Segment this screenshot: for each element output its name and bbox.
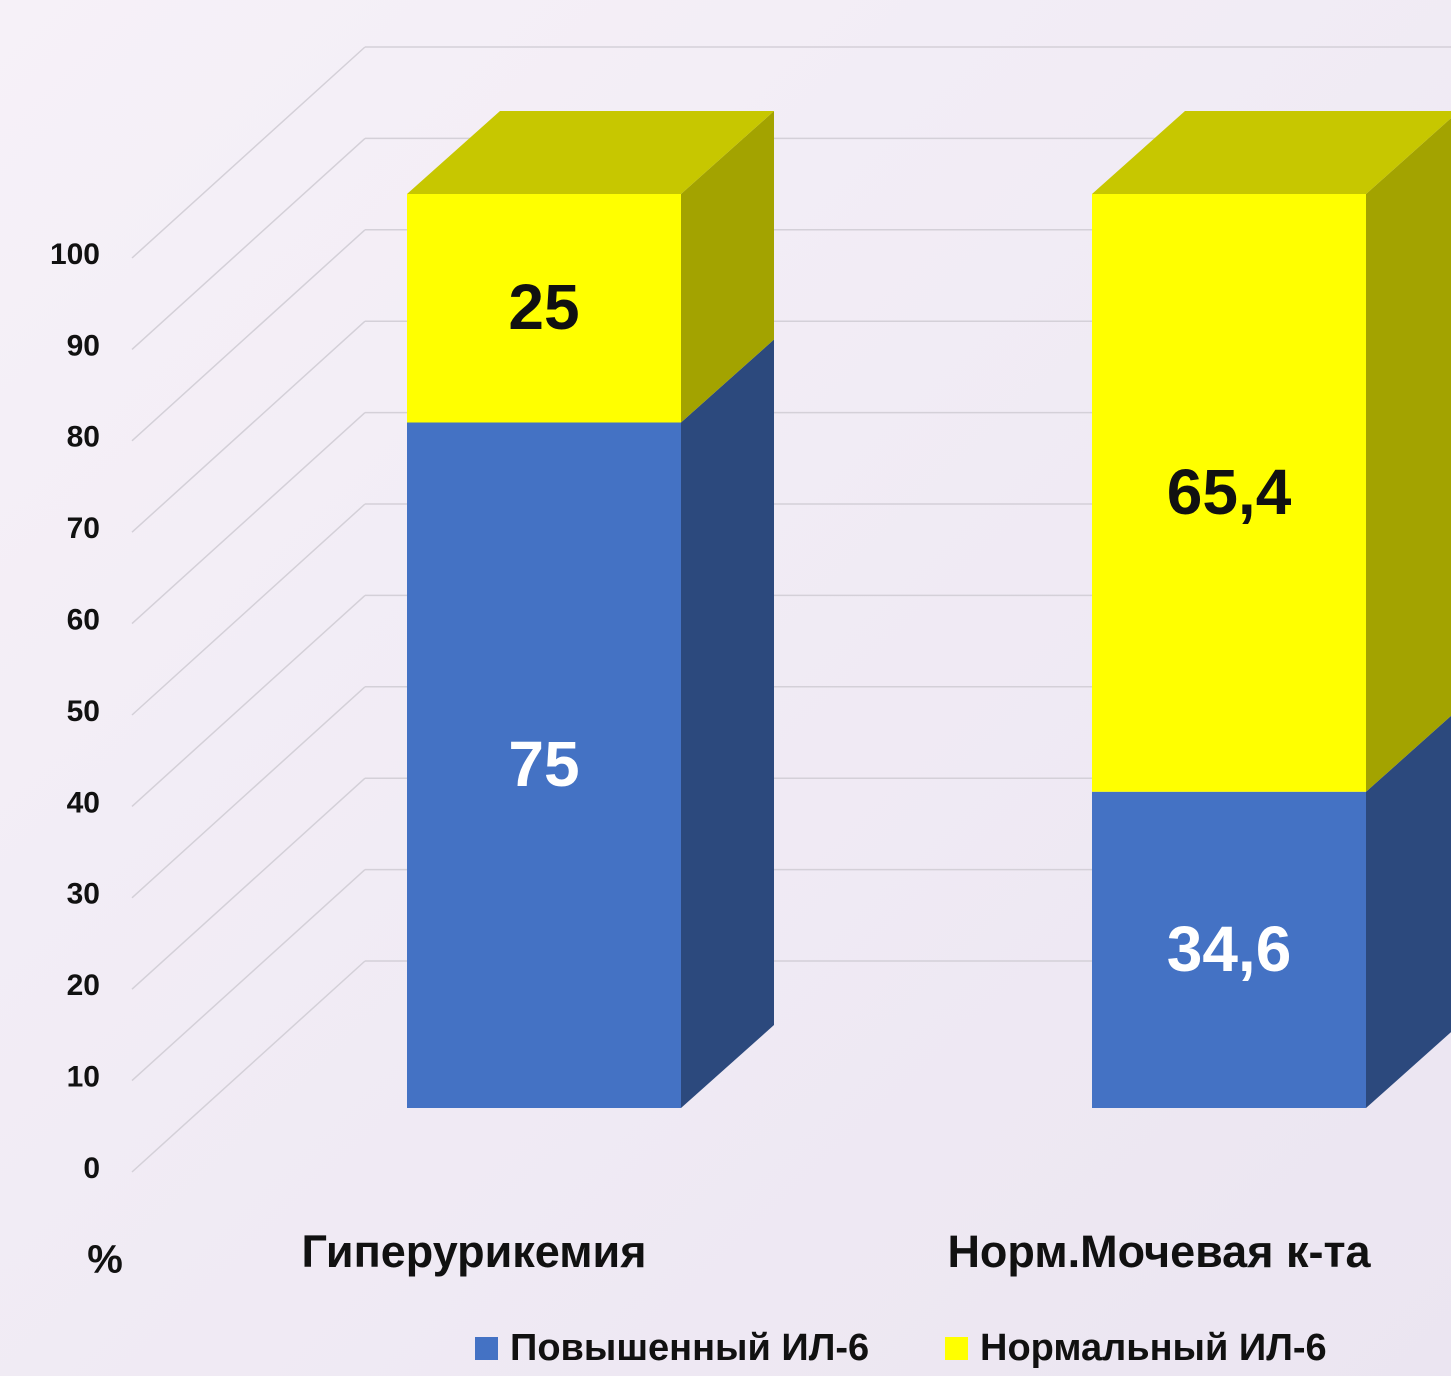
bar xyxy=(1092,791,1366,1108)
y-tick-label: 30 xyxy=(67,878,100,911)
bar xyxy=(407,422,681,1108)
bar-side xyxy=(1366,715,1451,1108)
y-tick-label: 0 xyxy=(83,1152,100,1185)
grid-line xyxy=(131,137,366,350)
data-label: 65,4 xyxy=(1167,456,1292,528)
bar xyxy=(1092,194,1366,792)
grid-line xyxy=(131,46,366,259)
y-axis-label: % xyxy=(87,1238,123,1282)
grid-line xyxy=(131,686,366,899)
bar-top xyxy=(407,111,774,194)
data-label: 75 xyxy=(508,728,579,800)
y-tick-label: 50 xyxy=(67,695,100,728)
grid-line xyxy=(131,960,366,1173)
grid-line xyxy=(131,503,366,716)
y-tick-label: 40 xyxy=(67,786,100,819)
bar xyxy=(407,194,681,423)
x-tick-label: Норм.Мочевая к-та xyxy=(947,1226,1371,1277)
data-label: 34,6 xyxy=(1167,913,1292,985)
legend-swatch xyxy=(475,1337,498,1360)
y-tick-label: 100 xyxy=(50,238,100,271)
grid-line xyxy=(131,320,366,533)
grid-line xyxy=(131,229,366,442)
y-tick-label: 90 xyxy=(67,329,100,362)
legend-label: Нормальный ИЛ-6 xyxy=(980,1327,1327,1369)
grid-line xyxy=(131,777,366,990)
grid-line xyxy=(131,594,366,807)
legend-label: Повышенный ИЛ-6 xyxy=(510,1327,869,1369)
bar-side xyxy=(681,111,774,423)
grid-line xyxy=(131,869,366,1082)
legend-swatch xyxy=(945,1337,968,1360)
bar-side xyxy=(1366,118,1451,792)
x-tick-label: Гиперурикемия xyxy=(302,1226,647,1277)
bar-side xyxy=(681,339,774,1108)
y-tick-label: 10 xyxy=(67,1061,100,1094)
data-label: 25 xyxy=(508,271,579,343)
y-tick-label: 20 xyxy=(67,969,100,1002)
y-tick-label: 60 xyxy=(67,604,100,637)
y-tick-label: 80 xyxy=(67,421,100,454)
bar-top xyxy=(1092,111,1451,194)
y-tick-label: 70 xyxy=(67,512,100,545)
grid-line xyxy=(131,412,366,625)
